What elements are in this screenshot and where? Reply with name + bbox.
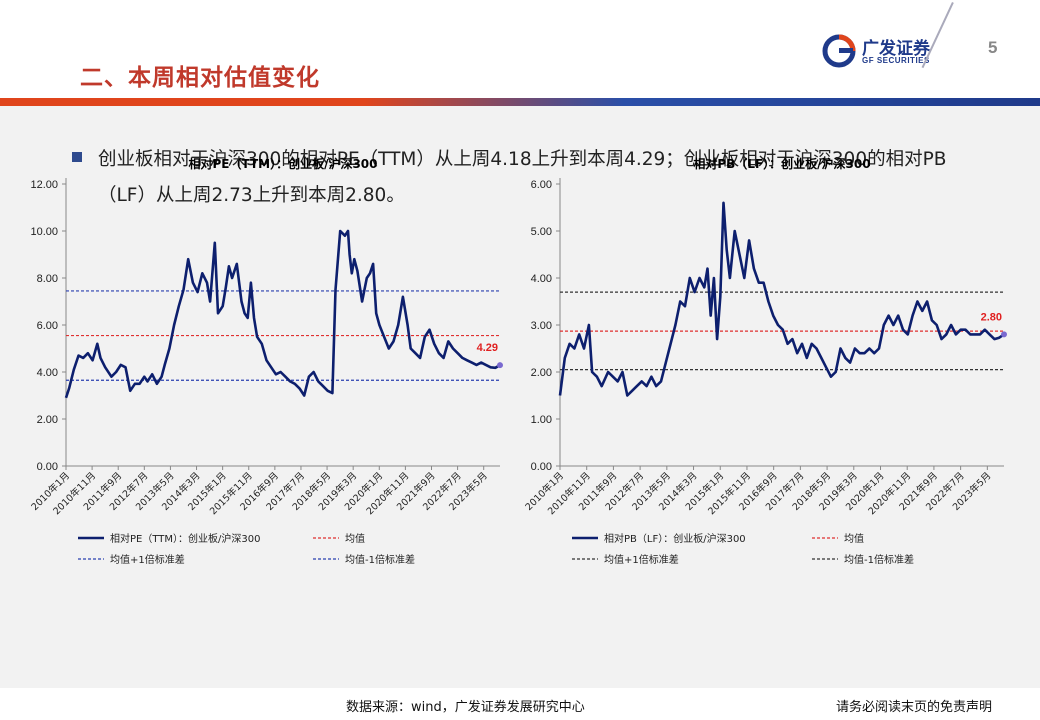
logo-cn: 广发证券 — [862, 39, 930, 59]
y-tick-label: 4.00 — [531, 273, 552, 285]
footer-disclaimer: 请务必阅读末页的免责声明 — [836, 700, 993, 715]
y-tick-label: 0.00 — [37, 461, 58, 473]
y-tick-label: 0.00 — [531, 461, 552, 473]
last-point-marker — [1001, 331, 1007, 338]
series-line — [558, 201, 1005, 397]
legend-label: 均值+1倍标准差 — [604, 553, 679, 566]
summary-paragraph: 创业板相对于沪深300的相对PE（TTM）从上周4.18上升到本周4.29；创业… — [98, 149, 947, 206]
legend-label: 均值-1倍标准差 — [345, 553, 415, 566]
last-value-label: 2.80 — [981, 311, 1002, 323]
y-tick-label: 4.00 — [37, 367, 58, 379]
legend-label: 相对PB（LF）：创业板/沪深300 — [604, 532, 746, 545]
gf-securities-logo: 广发证券 GF SECURITIES — [822, 34, 942, 70]
series-line — [64, 229, 501, 399]
y-tick-label: 8.00 — [37, 273, 58, 285]
y-tick-label: 3.00 — [531, 320, 552, 332]
legend-label: 均值 — [844, 532, 864, 545]
y-tick-label: 2.00 — [37, 414, 58, 426]
y-tick-label: 5.00 — [531, 226, 552, 238]
legend-label: 相对PE（TTM）：创业板/沪深300 — [110, 532, 260, 545]
legend-label: 均值-1倍标准差 — [844, 553, 914, 566]
header-stripe — [0, 98, 1040, 106]
y-tick-label: 10.00 — [30, 226, 58, 238]
legend-label: 均值 — [345, 532, 365, 545]
y-tick-label: 6.00 — [37, 320, 58, 332]
header: 二、本周相对估值变化 广发证券 GF SECURITIES 5 — [0, 0, 1040, 100]
last-point-marker — [497, 362, 503, 369]
content-area: 创业板相对于沪深300的相对PE（TTM）从上周4.18上升到本周4.29；创业… — [0, 106, 1040, 688]
last-value-label: 4.29 — [477, 342, 498, 354]
pe-chart: 相对PE（TTM）：创业板/沪深300 0.00 2.00 4.00 6.00 8.00 1… — [29, 156, 503, 566]
y-tick-label: 12.00 — [30, 179, 58, 191]
page-number: 5 — [988, 38, 998, 57]
footer-source: 数据来源：wind，广发证券发展研究中心 — [346, 700, 585, 715]
y-tick-label: 6.00 — [531, 179, 552, 191]
legend-label: 均值+1倍标准差 — [110, 553, 185, 566]
chart-title: 相对PB（LF）：创业板/沪深300 — [693, 156, 870, 171]
y-tick-label: 1.00 — [531, 414, 552, 426]
y-tick-label: 2.00 — [531, 367, 552, 379]
pb-chart: 相对PB（LF）：创业板/沪深300 0.00 1.00 2.00 3.00 4.00 5.… — [523, 156, 1007, 566]
logo-icon — [822, 34, 856, 68]
logo-en: GF SECURITIES — [862, 56, 930, 65]
chart-title: 相对PE（TTM）：创业板/沪深300 — [188, 156, 377, 171]
page-title: 二、本周相对估值变化 — [80, 65, 320, 91]
bullet-icon — [72, 152, 82, 162]
